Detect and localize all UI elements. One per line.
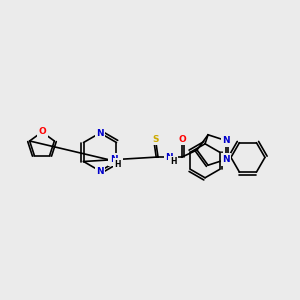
Text: N: N [96, 128, 104, 137]
Text: O: O [178, 134, 186, 143]
Text: N: N [96, 167, 104, 176]
Text: O: O [38, 128, 46, 136]
Text: N: N [165, 152, 173, 161]
Text: N: N [110, 155, 118, 164]
Text: S: S [153, 134, 159, 143]
Text: N: N [222, 155, 230, 164]
Text: N: N [222, 136, 230, 145]
Text: H: H [170, 158, 176, 166]
Text: H: H [115, 160, 121, 169]
